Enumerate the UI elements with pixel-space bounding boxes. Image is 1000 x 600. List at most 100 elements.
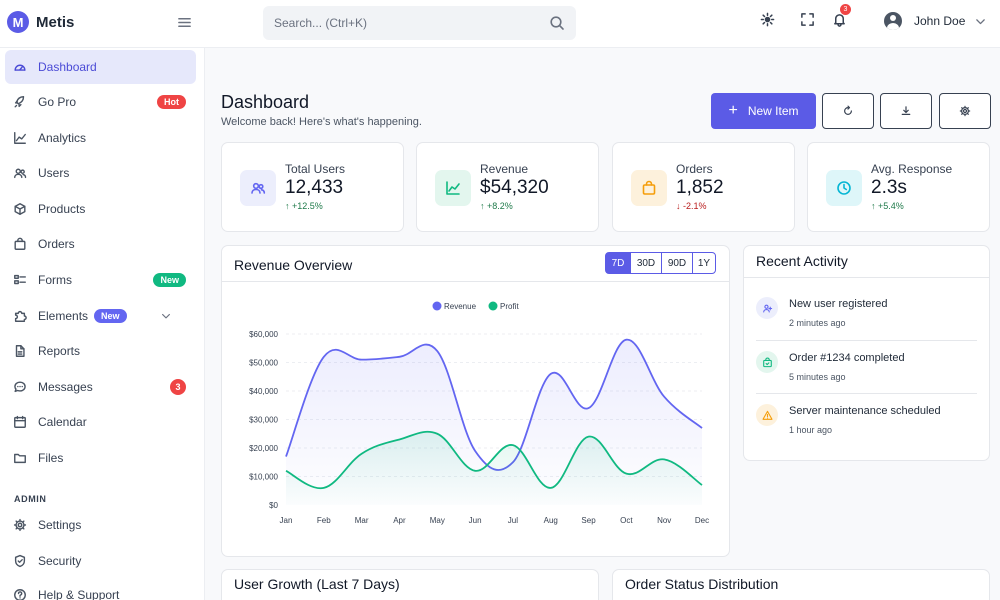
card-title: Revenue Overview <box>234 257 353 273</box>
range-30d-button[interactable]: 30D <box>630 252 662 274</box>
y-tick-label: $30,000 <box>249 416 278 425</box>
stat-card-avg-response: Avg. Response 2.3s ↑ +5.4% <box>807 142 990 232</box>
brand[interactable]: M Metis <box>7 11 74 33</box>
folder-icon <box>13 451 27 465</box>
sun-icon[interactable] <box>760 12 775 27</box>
sidebar-item-label: Dashboard <box>38 60 97 74</box>
bell-icon[interactable]: 3 <box>832 4 851 27</box>
activity-divider <box>756 393 977 394</box>
clock-icon <box>826 170 862 206</box>
x-tick-label: Mar <box>355 516 369 525</box>
sidebar-item-label: Reports <box>38 344 81 358</box>
stat-delta: ↑ +8.2% <box>480 201 513 211</box>
rocket-icon <box>13 95 27 109</box>
settings-button[interactable] <box>939 93 991 129</box>
sidebar-item-label: Help & Support <box>38 588 120 600</box>
box-icon <box>13 202 27 216</box>
bag-icon <box>631 170 667 206</box>
search-input[interactable] <box>274 16 549 30</box>
sidebar-item-security[interactable]: Security <box>5 544 196 578</box>
logo: M <box>7 11 29 33</box>
form-icon <box>13 273 27 287</box>
sidebar-item-label: Settings <box>38 518 82 532</box>
stat-card-total-users: Total Users 12,433 ↑ +12.5% <box>221 142 404 232</box>
order-status-card: Order Status Distribution <box>612 569 990 600</box>
sidebar-item-calendar[interactable]: Calendar <box>5 405 196 439</box>
gear-icon <box>13 518 27 532</box>
user-growth-card: User Growth (Last 7 Days) <box>221 569 599 600</box>
sidebar-item-analytics[interactable]: Analytics <box>5 121 196 155</box>
recent-activity-card: Recent Activity New user registered 2 mi… <box>743 245 990 461</box>
refresh-button[interactable] <box>822 93 874 129</box>
sidebar-item-label: Calendar <box>38 415 87 429</box>
series-line-profit <box>285 430 703 490</box>
card-divider <box>222 281 729 282</box>
sidebar-item-forms[interactable]: Forms New <box>5 263 196 297</box>
expand-icon[interactable] <box>800 12 815 27</box>
avatar <box>884 12 902 30</box>
legend-label: Profit <box>500 302 519 311</box>
sidebar-item-files[interactable]: Files <box>5 441 196 475</box>
range-1y-button[interactable]: 1Y <box>692 252 716 274</box>
x-tick-label: Jun <box>469 516 482 525</box>
activity-title: New user registered <box>789 298 888 310</box>
chevron-down-icon[interactable] <box>160 310 172 322</box>
help-icon <box>13 588 27 600</box>
sidebar-item-label: Analytics <box>38 131 87 145</box>
user-menu[interactable]: John Doe <box>884 12 987 30</box>
user-plus-icon <box>756 297 778 319</box>
y-tick-label: $0 <box>269 501 278 510</box>
card-title: Recent Activity <box>756 253 848 269</box>
range-7d-button[interactable]: 7D <box>605 252 631 274</box>
x-tick-label: Apr <box>393 516 406 525</box>
legend-label: Revenue <box>444 302 477 311</box>
legend-marker <box>432 301 442 311</box>
card-title: User Growth (Last 7 Days) <box>234 576 400 592</box>
sidebar-item-orders[interactable]: Orders <box>5 227 196 261</box>
x-tick-label: May <box>430 516 445 525</box>
warning-icon <box>756 404 778 426</box>
x-tick-label: Nov <box>657 516 671 525</box>
users-icon <box>240 170 276 206</box>
chart-line-icon <box>13 131 27 145</box>
activity-time: 2 minutes ago <box>789 318 846 328</box>
x-tick-label: Feb <box>317 516 331 525</box>
sidebar-item-reports[interactable]: Reports <box>5 334 196 368</box>
sidebar-item-go-pro[interactable]: Go Pro Hot <box>5 85 196 119</box>
y-tick-label: $60,000 <box>249 330 278 339</box>
search-icon[interactable] <box>549 15 565 31</box>
page-subtitle: Welcome back! Here's what's happening. <box>221 116 422 128</box>
sidebar-item-label: Forms <box>38 273 72 287</box>
sidebar-item-help-support[interactable]: Help & Support <box>5 578 196 600</box>
sidebar-item-elements[interactable]: Elements New <box>5 299 196 333</box>
stat-value: $54,320 <box>480 177 549 198</box>
revenue-line-chart: $0 $10,000 $20,000 $30,000 $40,000 $50,000 $60… <box>249 301 709 525</box>
hamburger-icon[interactable] <box>177 15 192 30</box>
activity-time: 5 minutes ago <box>789 372 846 382</box>
stat-delta: ↑ +12.5% <box>285 201 323 211</box>
range-90d-button[interactable]: 90D <box>661 252 693 274</box>
refresh-icon <box>842 105 854 117</box>
sidebar-item-dashboard[interactable]: Dashboard <box>5 50 196 84</box>
download-button[interactable] <box>880 93 932 129</box>
sidebar-item-users[interactable]: Users <box>5 156 196 190</box>
bag-icon <box>13 237 27 251</box>
activity-title: Order #1234 completed <box>789 352 905 364</box>
y-tick-label: $20,000 <box>249 444 278 453</box>
gear-icon <box>959 105 971 117</box>
brand-name: Metis <box>36 13 75 31</box>
sidebar-item-settings[interactable]: Settings <box>5 508 196 542</box>
sidebar-item-products[interactable]: Products <box>5 192 196 226</box>
card-divider <box>744 277 989 278</box>
users-icon <box>13 166 27 180</box>
y-tick-label: $40,000 <box>249 387 278 396</box>
admin-section-heading: ADMIN <box>14 494 47 504</box>
chart-line-icon <box>435 170 471 206</box>
bag-check-icon <box>756 351 778 373</box>
sidebar-item-label: Products <box>38 202 86 216</box>
stat-value: 1,852 <box>676 177 724 198</box>
sidebar-item-messages[interactable]: Messages 3 <box>5 370 196 404</box>
shield-icon <box>13 554 27 568</box>
revenue-overview-card: Revenue Overview 7D 30D 90D 1Y $0 $10,000… <box>221 245 730 557</box>
new-item-button[interactable]: + New Item <box>711 93 816 129</box>
